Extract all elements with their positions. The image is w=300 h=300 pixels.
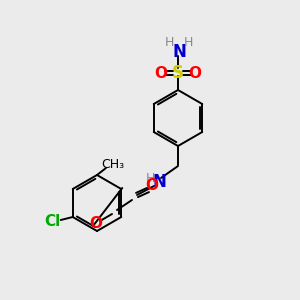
Text: O: O (188, 65, 202, 80)
Text: CH₃: CH₃ (101, 158, 124, 172)
Text: S: S (172, 64, 184, 82)
Text: H: H (164, 37, 174, 50)
Text: O: O (154, 65, 167, 80)
Text: H: H (145, 172, 155, 185)
Text: H: H (183, 37, 193, 50)
Text: N: N (172, 43, 186, 61)
Text: N: N (152, 173, 166, 191)
Text: O: O (146, 178, 158, 194)
Text: O: O (89, 217, 103, 232)
Text: Cl: Cl (45, 214, 61, 230)
